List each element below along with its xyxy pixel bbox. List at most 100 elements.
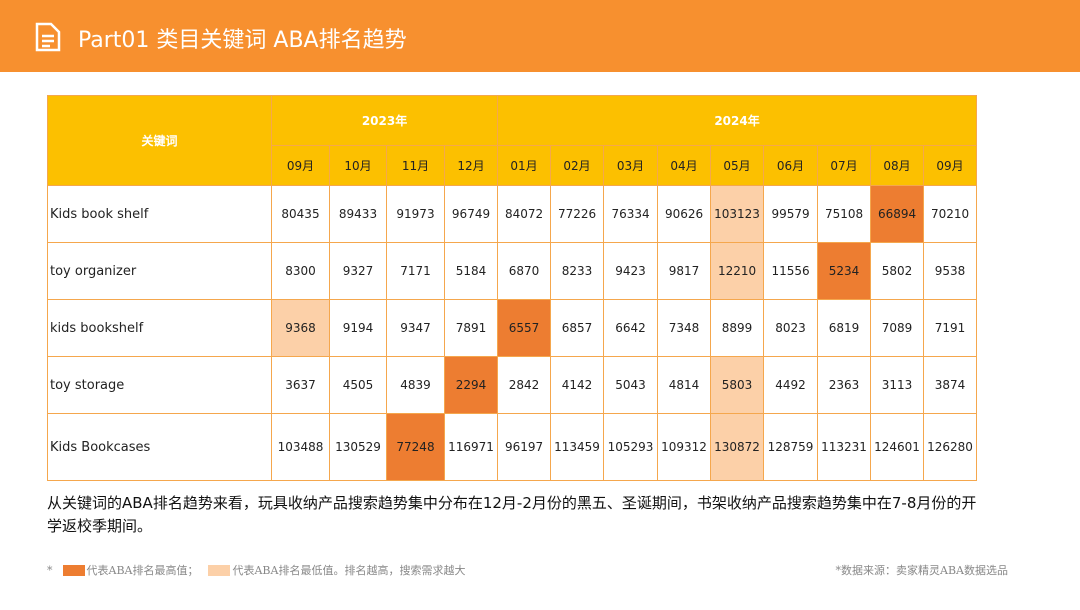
rank-cell: 116971 <box>443 413 499 481</box>
page-title: Part01 类目关键词 ABA排名趋势 <box>78 28 407 53</box>
year-row: 关键词 2023年 2024年 <box>47 95 978 186</box>
rank-cell: 3874 <box>923 356 978 414</box>
rank-cell: 3113 <box>870 356 925 414</box>
data-row: toy organizer 8300 9327 7171 5184 6870 8233 942… <box>47 242 978 300</box>
rank-cell: 113231 <box>817 413 872 481</box>
rank-cell: 9817 <box>657 242 712 300</box>
header-bar: Part01 类目关键词 ABA排名趋势 <box>0 0 1080 72</box>
rank-cell: 75108 <box>817 185 872 243</box>
source: *数据来源：卖家精灵ABA数据选品 <box>835 564 1008 577</box>
rank-cell: 77248 <box>386 413 445 481</box>
data-row: kids bookshelf 9368 9194 9347 7891 6557 6857 66… <box>47 299 978 357</box>
rank-cell: 7171 <box>386 242 445 300</box>
rank-cell: 7891 <box>443 299 499 357</box>
rank-cell: 8899 <box>710 299 765 357</box>
rank-cell: 6557 <box>497 299 552 357</box>
rank-cell: 5043 <box>603 356 659 414</box>
rank-cell: 6870 <box>497 242 552 300</box>
month-header: 05月 <box>710 145 765 186</box>
rank-cell: 6819 <box>817 299 872 357</box>
rank-cell: 5802 <box>870 242 925 300</box>
rank-cell: 4142 <box>550 356 605 414</box>
rank-cell: 4839 <box>386 356 445 414</box>
month-header: 03月 <box>603 145 659 186</box>
rank-cell: 76334 <box>603 185 659 243</box>
rank-cell: 99579 <box>763 185 819 243</box>
keyword: Kids Bookcases <box>47 413 272 481</box>
rank-cell: 7089 <box>870 299 925 357</box>
rank-cell: 4492 <box>763 356 819 414</box>
rank-cell: 130529 <box>329 413 387 481</box>
keyword: kids bookshelf <box>47 299 272 357</box>
highest-swatch <box>62 564 85 576</box>
footnote-marker: * <box>47 563 53 577</box>
month-header: 11月 <box>386 145 445 186</box>
summary: 从关键词的ABA排名趋势来看，玩具收纳产品搜索趋势集中分布在12月-2月份的黑五… <box>47 494 977 535</box>
rank-cell: 2842 <box>497 356 552 414</box>
keyword: Kids book shelf <box>47 185 272 243</box>
rank-cell: 9347 <box>386 299 445 357</box>
rank-cell: 4814 <box>657 356 712 414</box>
rank-table: 关键词 2023年 2024年 09月 10月 11月 12月 01月 02月 03月 04月 05月… <box>47 95 978 481</box>
rank-cell: 96197 <box>497 413 552 481</box>
rank-cell: 8233 <box>550 242 605 300</box>
month-header: 04月 <box>657 145 712 186</box>
year-header: 2023年 <box>270 95 499 146</box>
month-header: 10月 <box>329 145 387 186</box>
rank-cell: 5234 <box>817 242 872 300</box>
month-header: 07月 <box>817 145 872 186</box>
rank-cell: 9327 <box>329 242 387 300</box>
rank-cell: 7191 <box>923 299 978 357</box>
rank-cell: 8023 <box>763 299 819 357</box>
rank-cell: 113459 <box>550 413 605 481</box>
rank-cell: 128759 <box>763 413 819 481</box>
rank-cell: 9423 <box>603 242 659 300</box>
rank-cell: 9194 <box>329 299 387 357</box>
keyword: toy organizer <box>47 242 272 300</box>
rank-cell: 80435 <box>271 185 330 243</box>
rank-cell: 66894 <box>870 185 925 243</box>
rank-cell: 3637 <box>271 356 330 414</box>
rank-cell: 6857 <box>550 299 605 357</box>
data-row: Kids book shelf 80435 89433 91973 96749 84072… <box>47 185 978 243</box>
month-header: 02月 <box>550 145 605 186</box>
rank-cell: 5184 <box>443 242 499 300</box>
rank-cell: 96749 <box>443 185 499 243</box>
year-header: 2024年 <box>497 95 978 146</box>
rank-cell: 130872 <box>710 413 765 481</box>
month-header: 09月 <box>923 145 978 186</box>
highest-legend: 代表ABA排名最高值； <box>86 564 199 577</box>
rank-cell: 105293 <box>603 413 659 481</box>
rank-cell: 103123 <box>710 185 765 243</box>
keyword-header: 关键词 <box>47 95 272 186</box>
rank-cell: 77226 <box>550 185 605 243</box>
rank-cell: 9538 <box>923 242 978 300</box>
rank-cell: 2294 <box>443 356 499 414</box>
rank-cell: 91973 <box>386 185 445 243</box>
rank-cell: 84072 <box>497 185 552 243</box>
legend: * 代表ABA排名最高值； 代表ABA排名最低值。排名越高，搜索需求越大 <box>47 562 465 578</box>
month-header: 08月 <box>870 145 925 186</box>
month-header: 12月 <box>443 145 499 186</box>
lowest-legend: 代表ABA排名最低值。排名越高，搜索需求越大 <box>232 564 466 577</box>
rank-cell: 5803 <box>710 356 765 414</box>
rank-cell: 8300 <box>271 242 330 300</box>
rank-cell: 90626 <box>657 185 712 243</box>
rank-cell: 12210 <box>710 242 765 300</box>
month-row: 09月 10月 11月 12月 01月 02月 03月 04月 05月 06月 07月 08月 09月 <box>48 145 978 186</box>
rank-cell: 124601 <box>870 413 925 481</box>
rank-cell: 6642 <box>603 299 659 357</box>
rank-cell: 2363 <box>817 356 872 414</box>
month-header: 09月 <box>271 145 330 186</box>
rank-cell: 9368 <box>271 299 330 357</box>
rank-cell: 70210 <box>923 185 978 243</box>
rank-cell: 109312 <box>657 413 712 481</box>
month-header: 06月 <box>763 145 819 186</box>
rank-cell: 11556 <box>763 242 819 300</box>
rank-cell: 103488 <box>271 413 330 481</box>
month-header: 01月 <box>497 145 552 186</box>
data-row: Kids Bookcases 103488 130529 77248 116971 961… <box>47 413 978 481</box>
doc-icon <box>35 22 61 52</box>
lowest-swatch <box>208 564 231 576</box>
